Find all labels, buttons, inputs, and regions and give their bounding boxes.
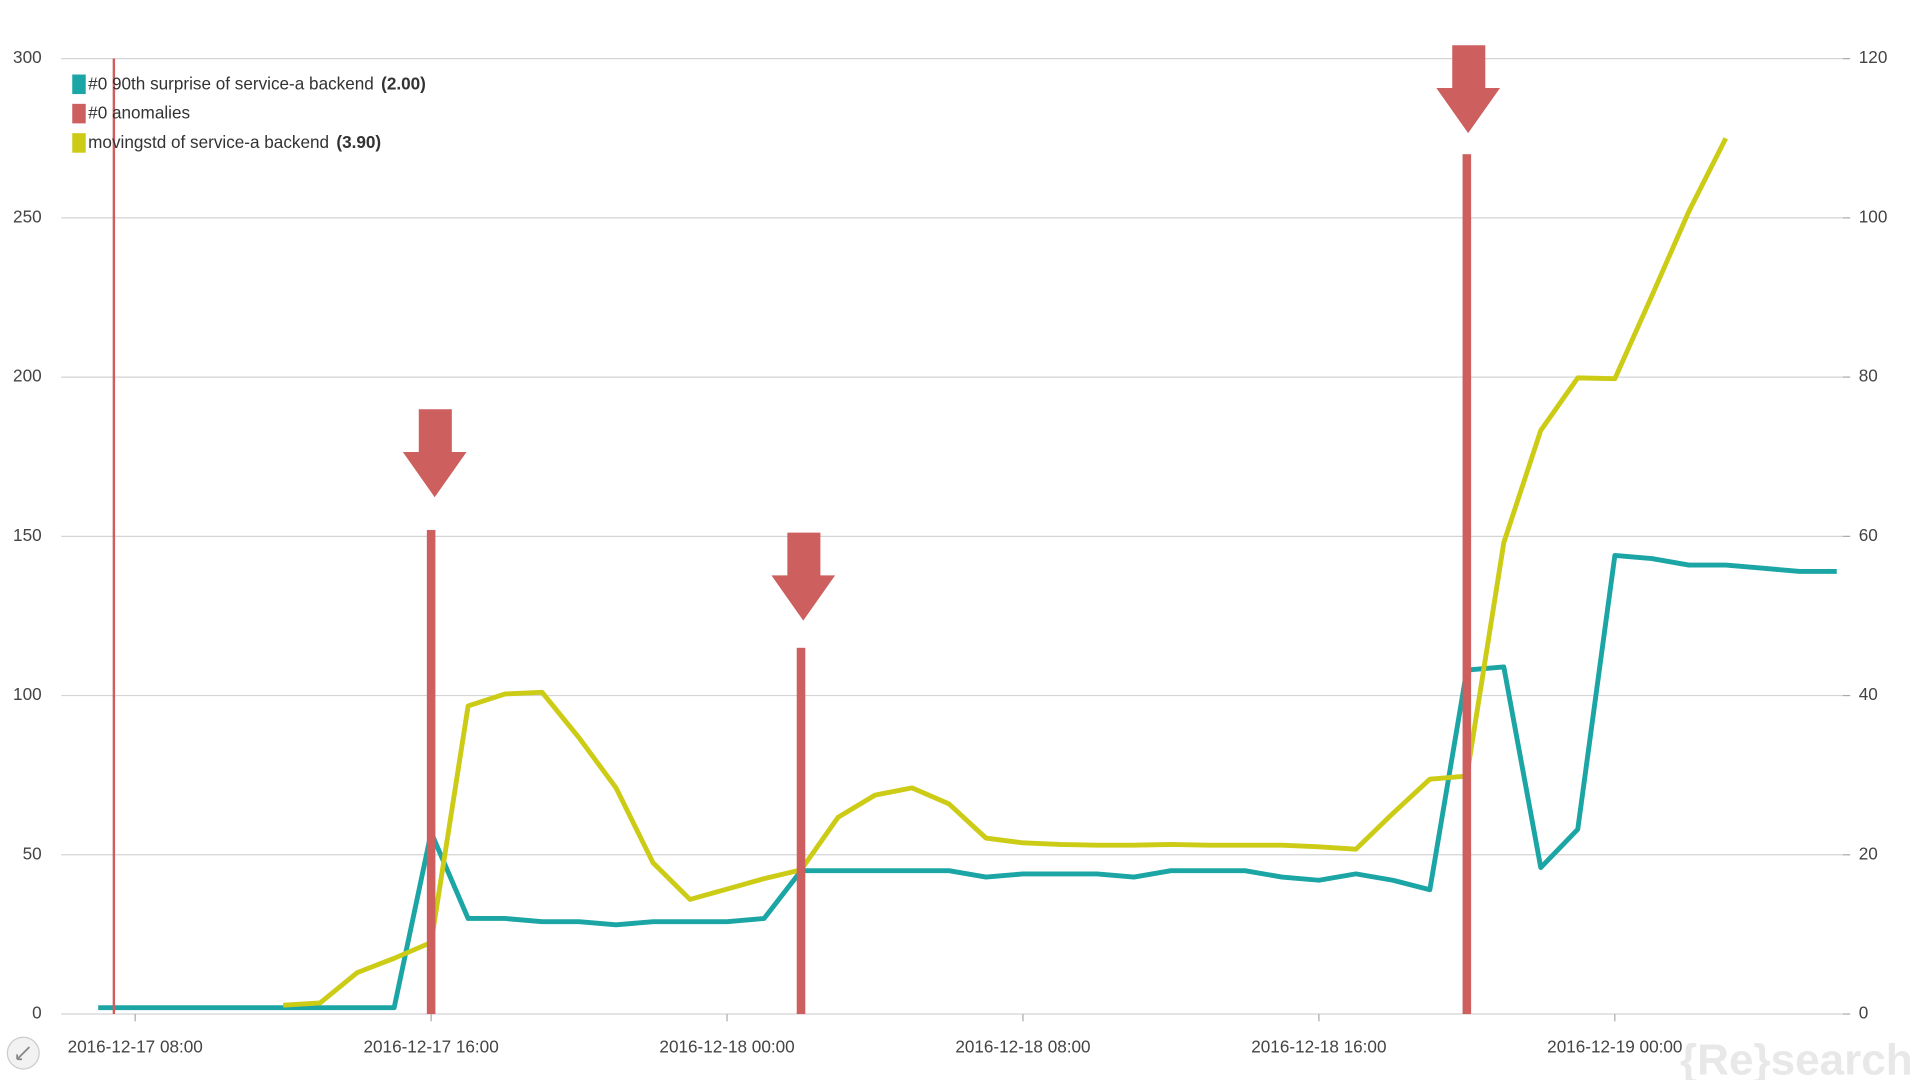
legend-swatch bbox=[72, 74, 86, 95]
y-tick-label: 100 bbox=[13, 685, 42, 704]
y-tick-label: 200 bbox=[13, 367, 42, 386]
legend-value: (3.90) bbox=[336, 132, 381, 151]
y2-tick-label: 0 bbox=[1859, 1004, 1869, 1023]
y-tick-label: 50 bbox=[23, 844, 42, 863]
zoom-icon-glyph bbox=[16, 1046, 31, 1061]
anomaly-bar bbox=[796, 647, 806, 1015]
y-tick-label: 300 bbox=[13, 48, 42, 67]
legend-name: movingstd of service-a backend bbox=[88, 132, 329, 151]
arrow bbox=[771, 532, 836, 621]
y-tick-label: 150 bbox=[13, 526, 42, 545]
x-tick-label: 2016-12-19 00:00 bbox=[1547, 1038, 1682, 1057]
watermark: {Re}search bbox=[1680, 1036, 1913, 1080]
plot-area bbox=[98, 137, 1837, 1015]
x-tick-label: 2016-12-17 16:00 bbox=[363, 1038, 498, 1057]
legend-swatch bbox=[72, 103, 86, 124]
x-tick-label: 2016-12-17 08:00 bbox=[68, 1038, 203, 1057]
y-tick-label: 250 bbox=[13, 207, 42, 226]
y-tick-label: 0 bbox=[32, 1004, 42, 1023]
legend-label: #0 anomalies bbox=[88, 103, 190, 122]
legend-label: #0 90th surprise of service-a backend (2.… bbox=[88, 74, 426, 93]
x-tick-label: 2016-12-18 00:00 bbox=[659, 1038, 794, 1057]
legend-swatch bbox=[72, 133, 86, 153]
y2-tick-label: 20 bbox=[1859, 844, 1878, 863]
anomaly-bar bbox=[1462, 154, 1472, 1015]
annotation-arrows bbox=[402, 45, 1500, 621]
legend-name: #0 anomalies bbox=[88, 103, 190, 122]
legend-name: #0 90th surprise of service-a backend bbox=[88, 74, 374, 93]
legend: #0 90th surprise of service-a backend (2.… bbox=[72, 74, 426, 153]
series-line bbox=[98, 552, 1837, 1011]
x-tick-label: 2016-12-18 16:00 bbox=[1251, 1038, 1386, 1057]
y2-tick-label: 100 bbox=[1859, 207, 1888, 226]
y2-tick-label: 60 bbox=[1859, 526, 1878, 545]
series-line bbox=[283, 137, 1728, 1008]
legend-value: (2.00) bbox=[381, 74, 426, 93]
anomaly-bar bbox=[426, 529, 436, 1015]
y2-tick-label: 80 bbox=[1859, 367, 1878, 386]
legend-label: movingstd of service-a backend (3.90) bbox=[88, 132, 381, 151]
x-tick-label: 2016-12-18 08:00 bbox=[955, 1038, 1090, 1057]
arrow bbox=[1436, 45, 1500, 134]
y2-tick-label: 40 bbox=[1859, 685, 1878, 704]
grid: 0 50 100 150 200 250 300 0 20 40 60 80 100 120 2016-12… bbox=[13, 48, 1887, 1057]
y2-tick-label: 120 bbox=[1859, 48, 1888, 67]
arrow bbox=[402, 409, 467, 498]
